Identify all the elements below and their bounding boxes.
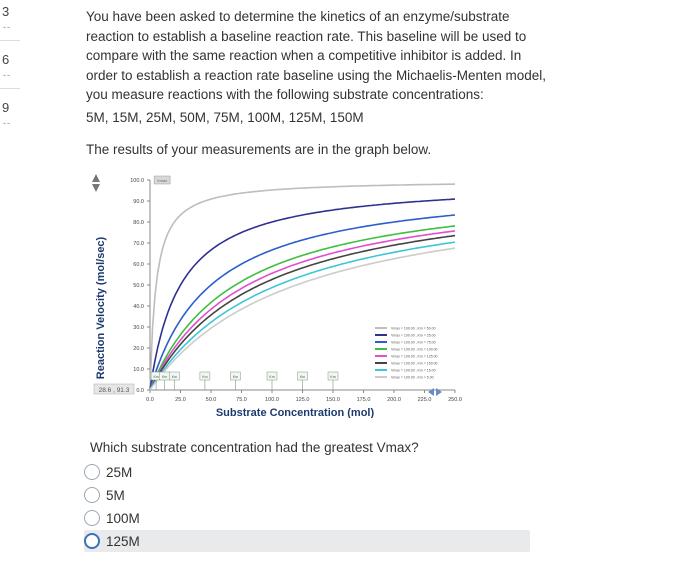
km-marker-label: Km (172, 375, 177, 379)
vmax-tag-label: Vmax (157, 178, 167, 183)
x-tick-label: 250.0 (448, 397, 462, 403)
series-line-3 (149, 214, 456, 391)
choice-label: 5M (106, 487, 125, 503)
chart-pan-right-icon[interactable] (436, 388, 442, 396)
x-tick-label: 125.0 (296, 397, 310, 403)
legend-entry: Vmax = 100.00 , Km = 150.00 (391, 362, 438, 366)
series-line-4 (149, 225, 456, 391)
legend-entry: Vmax = 100.00 , Km = 25.00 (391, 334, 436, 338)
chart-legend: Vmax = 100.00 , Km = 50.00 Vmax = 100.00 … (375, 327, 438, 380)
choice-5m[interactable]: 5M (84, 484, 125, 506)
y-tick-label: 10.0 (133, 367, 144, 373)
x-tick-label: 75.0 (236, 397, 247, 403)
question-number-9[interactable]: 9 (2, 100, 10, 115)
km-marker-tag (169, 371, 180, 381)
chart-pan-up-icon[interactable] (92, 174, 100, 182)
choice-125m[interactable]: 125M (84, 530, 530, 552)
y-tick-label: 20.0 (133, 346, 144, 352)
legend-entry: Vmax = 100.00 , Km = 100.00 (391, 348, 438, 352)
y-tick-label: 60.0 (133, 262, 144, 268)
x-tick-label: 150.0 (326, 397, 340, 403)
km-marker-tag (199, 371, 211, 381)
radio-button[interactable] (84, 510, 100, 526)
km-marker-tag (266, 371, 278, 381)
km-marker-label: Km (330, 375, 335, 379)
y-tick-label: 80.0 (133, 220, 144, 226)
choice-label: 100M (106, 510, 140, 526)
question-sidebar: 3 -- 6 -- 9 -- (0, 0, 22, 575)
x-tick-label: 200.0 (387, 397, 401, 403)
sidebar-divider (0, 88, 20, 89)
y-tick-label: 70.0 (133, 241, 144, 247)
legend-entry: Vmax = 100.00 , Km = 125.00 (391, 355, 438, 359)
chart-markers: Vmax Km Km Km Km Km Km Km Km (150, 175, 339, 390)
question-status-3: -- (3, 22, 11, 32)
chart-svg: 0.0 10.0 20.0 30.0 40.0 50.0 60.0 70.0 80.0 90.0 1… (92, 174, 462, 419)
y-tick-label: 90.0 (133, 199, 144, 205)
question-number-6[interactable]: 6 (2, 52, 10, 67)
radio-button[interactable] (84, 464, 100, 480)
km-marker-label: Km (153, 375, 158, 379)
x-tick-label: 100.0 (265, 397, 279, 403)
question-prompt: Which substrate concentration had the gr… (90, 440, 419, 455)
radio-button[interactable] (84, 487, 100, 503)
question-number-3[interactable]: 3 (2, 4, 10, 19)
y-tick-label: 40.0 (133, 304, 144, 310)
legend-entry: Vmax = 100.00 , Km = 15.00 (391, 369, 436, 373)
series-line-1 (149, 183, 456, 391)
series-line-8 (149, 247, 456, 391)
km-marker-label: Km (300, 375, 305, 379)
vmax-tag (153, 175, 171, 185)
chart-curves (149, 183, 456, 391)
km-marker-tag (297, 371, 308, 381)
km-marker-label: Km (233, 375, 238, 379)
coordinate-readout-box (93, 383, 135, 395)
y-axis-label: Reaction Velocity (mol/sec) (95, 236, 107, 379)
question-status-9: -- (3, 118, 11, 128)
x-tick-label: 50.0 (206, 397, 217, 403)
coordinate-readout: 28.6 , 91.3 (99, 387, 130, 394)
legend-entry: Vmax = 100.00 , Km = 50.00 (391, 327, 436, 331)
x-tick-label: 25.0 (175, 397, 186, 403)
y-tick-label: 30.0 (133, 325, 144, 331)
x-tick-label: 175.0 (357, 397, 371, 403)
y-tick-label: 0.0 (136, 388, 144, 394)
chart-pan-down-icon[interactable] (92, 184, 100, 192)
choice-100m[interactable]: 100M (84, 507, 140, 529)
km-marker-tag (327, 371, 339, 381)
michaelis-menten-chart: 0.0 10.0 20.0 30.0 40.0 50.0 60.0 70.0 80.0 90.0 1… (90, 168, 465, 419)
series-line-2 (149, 198, 456, 391)
choice-label: 25M (106, 464, 133, 480)
results-text: The results of your measurements are in … (86, 142, 432, 157)
y-tick-label: 100.0 (130, 178, 144, 184)
chart-axes: 0.0 10.0 20.0 30.0 40.0 50.0 60.0 70.0 80.0 90.0 1… (130, 178, 462, 403)
radio-button[interactable] (84, 533, 100, 549)
legend-entry: Vmax = 100.00 , Km = 75.00 (391, 341, 436, 345)
x-axis-label: Substrate Concentration (mol) (216, 407, 375, 418)
chart-pan-left-icon[interactable] (428, 388, 434, 396)
series-line-6 (149, 234, 456, 391)
choice-label: 125M (106, 533, 140, 549)
series-line-5 (149, 230, 456, 391)
x-tick-label: 225.0 (418, 397, 432, 403)
km-marker-label: Km (269, 375, 274, 379)
concentration-list: 5M, 15M, 25M, 50M, 75M, 100M, 125M, 150M (86, 110, 364, 125)
km-marker-label: Km (202, 375, 207, 379)
sidebar-divider (0, 40, 20, 41)
choice-25m[interactable]: 25M (84, 461, 132, 483)
legend-entry: Vmax = 100.00 , Km = 5.00 (391, 376, 434, 380)
question-text: You have been asked to determine the kin… (86, 9, 547, 102)
x-tick-label: 0.0 (146, 397, 154, 403)
question-status-6: -- (3, 70, 11, 80)
series-line-7 (149, 241, 456, 391)
y-tick-label: 50.0 (133, 283, 144, 289)
km-marker-label: Km (162, 375, 167, 379)
km-marker-tag (230, 371, 241, 381)
